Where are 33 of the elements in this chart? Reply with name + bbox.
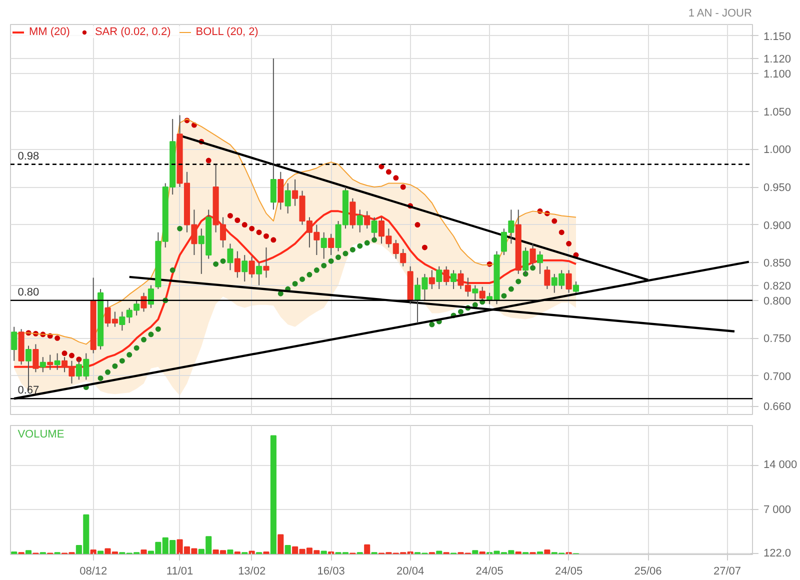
ref-line-label: 0.98 bbox=[18, 150, 40, 162]
y-tick-label: 0.950 bbox=[764, 182, 792, 194]
x-tick-label: 13/02 bbox=[238, 566, 266, 578]
chart-title: VOLUME bbox=[18, 428, 64, 440]
y-tick-label: 0.750 bbox=[764, 333, 792, 346]
y-tick-label: 0.660 bbox=[764, 401, 792, 414]
legend-label: BOLL (20, 2) bbox=[196, 26, 258, 38]
y-tick-label: 122.0 bbox=[764, 548, 792, 560]
y-tick-label: 1.050 bbox=[764, 106, 792, 118]
x-tick-label: 25/06 bbox=[634, 566, 662, 578]
y-tick-label: 0.800 bbox=[764, 295, 792, 308]
y-tick-label: 7 000 bbox=[764, 504, 792, 516]
y-tick-label: 1.120 bbox=[764, 54, 792, 66]
ref-line-label: 0.80 bbox=[18, 286, 40, 298]
x-tick-label: 20/04 bbox=[396, 566, 424, 578]
y-tick-label: 1.000 bbox=[764, 144, 792, 156]
legend-label: MM (20) bbox=[29, 26, 70, 38]
y-tick-label: 0.900 bbox=[764, 220, 792, 232]
text: 1 AN - JOUR bbox=[688, 8, 752, 20]
y-tick-label: 0.700 bbox=[764, 370, 792, 383]
ref-line-label: 0.67 bbox=[18, 384, 40, 397]
legend-label: SAR (0.02, 0.2) bbox=[94, 26, 171, 38]
x-tick-label: 11/01 bbox=[166, 566, 194, 578]
y-tick-label: 0.820 bbox=[764, 280, 792, 292]
y-tick-label: 0.850 bbox=[764, 258, 792, 270]
x-tick-label: 24/05 bbox=[476, 566, 504, 578]
y-tick-label: 1.100 bbox=[764, 68, 792, 81]
x-tick-label: 24/05 bbox=[555, 566, 583, 578]
x-tick-label: 08/12 bbox=[80, 566, 108, 578]
x-tick-label: 16/03 bbox=[317, 566, 345, 578]
x-tick-label: 27/07 bbox=[714, 566, 742, 578]
y-tick-label: 1.150 bbox=[764, 30, 792, 43]
y-tick-label: 14 000 bbox=[764, 459, 798, 472]
